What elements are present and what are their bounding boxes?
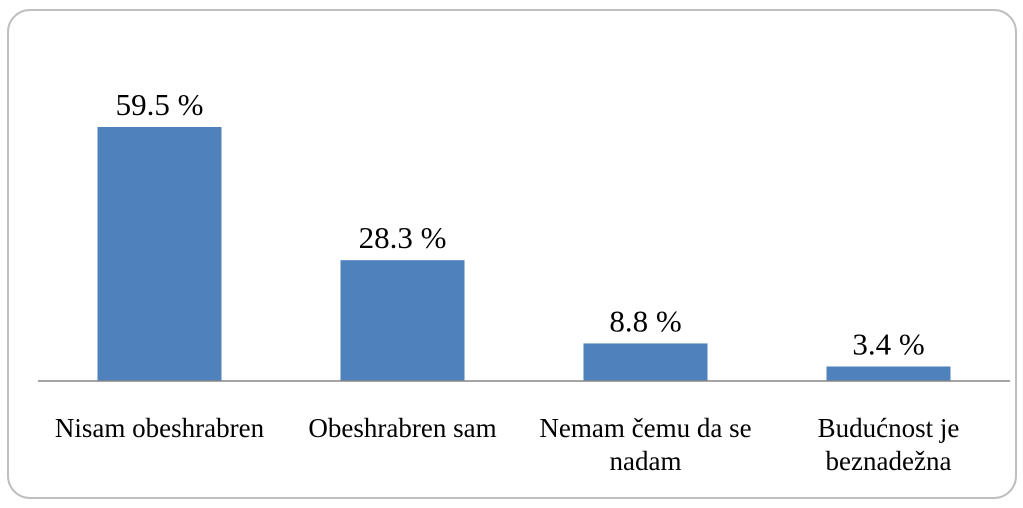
- chart-frame: [7, 9, 1017, 499]
- data-label: 59.5 %: [116, 87, 204, 122]
- x-tick-label: Budućnost je beznadežna: [817, 413, 960, 476]
- bar: [97, 127, 222, 381]
- x-tick-label: Nemam čemu da se nadam: [539, 413, 752, 476]
- bar: [340, 260, 465, 381]
- bar: [583, 343, 708, 381]
- data-label: 28.3 %: [359, 220, 447, 255]
- data-label: 8.8 %: [609, 303, 681, 338]
- x-tick-label: Nisam obeshrabren: [54, 413, 265, 443]
- data-label: 3.4 %: [852, 326, 924, 361]
- bar: [826, 366, 951, 381]
- x-tick-label: Obeshrabren sam: [308, 413, 497, 443]
